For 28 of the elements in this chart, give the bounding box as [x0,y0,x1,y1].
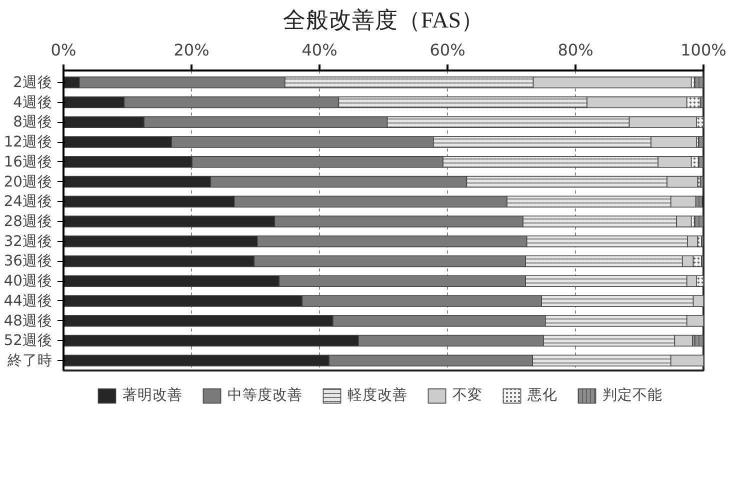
legend-label: 中等度改善 [228,386,302,404]
chart-title: 全般改善度（FAS） [283,8,484,32]
y-tick-label: 40週後 [4,272,53,290]
y-tick-label: 20週後 [4,173,53,190]
legend-label: 判定不能 [602,386,662,404]
x-tick-label: 60% [430,40,466,60]
legend-label: 悪化 [528,386,558,404]
y-tick-label: 2週後 [13,74,53,91]
y-tick-label: 44週後 [4,292,53,310]
y-tick-label: 28週後 [4,212,53,230]
y-tick-label: 4週後 [13,94,53,111]
legend-label: 著明改善 [122,386,182,404]
y-tick-label: 48週後 [4,312,53,330]
y-tick-label: 52週後 [4,332,53,350]
y-tick-label: 終了時 [6,352,52,370]
y-tick-label: 32週後 [4,232,53,250]
x-tick-label: 20% [174,40,210,60]
legend-label: 不変 [452,386,482,404]
y-tick-label: 12週後 [4,134,53,151]
x-tick-label: 100% [680,40,726,60]
y-tick-label: 8週後 [13,114,53,131]
x-tick-label: 80% [558,40,594,60]
x-tick-label: 0% [50,40,76,60]
y-tick-label: 36週後 [4,252,53,270]
x-tick-label: 40% [302,40,338,60]
y-tick-label: 16週後 [4,153,53,170]
y-tick-label: 24週後 [4,193,53,210]
legend-label: 軽度改善 [348,386,408,404]
